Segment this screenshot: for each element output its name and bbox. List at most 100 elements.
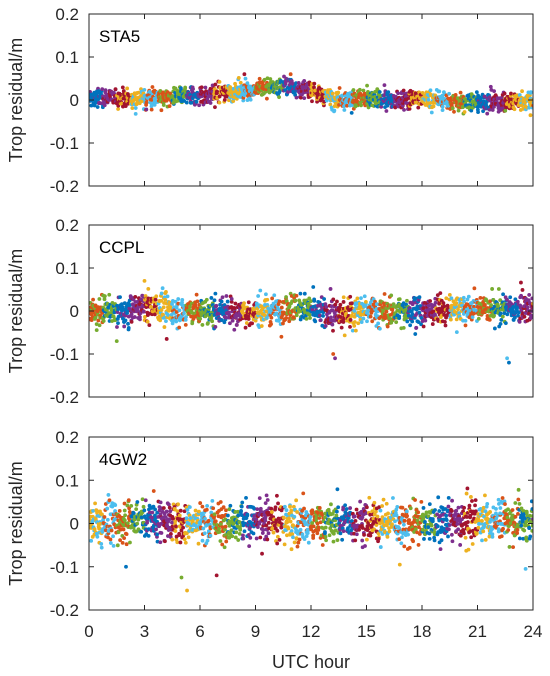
scatter-point	[385, 535, 390, 539]
scatter-point	[400, 535, 404, 540]
scatter-point	[522, 314, 527, 319]
scatter-point	[252, 506, 257, 511]
scatter-point	[417, 525, 421, 529]
scatter-point	[476, 525, 481, 530]
scatter-point	[270, 510, 274, 514]
scatter-point	[338, 302, 343, 307]
scatter-point	[363, 544, 367, 548]
scatter-point	[496, 287, 501, 291]
scatter-point	[390, 307, 395, 312]
scatter-point	[298, 527, 303, 532]
scatter-point	[458, 543, 463, 547]
scatter-point	[334, 513, 339, 518]
scatter-point	[421, 306, 426, 311]
scatter-point	[246, 300, 251, 305]
scatter-point	[314, 516, 319, 521]
scatter-point-outlier	[144, 107, 149, 112]
scatter-point	[310, 508, 315, 513]
scatter-point	[397, 526, 402, 531]
scatter-point	[382, 292, 387, 296]
scatter-point	[447, 91, 452, 96]
scatter-point	[456, 307, 460, 312]
scatter-point	[217, 529, 222, 534]
scatter-point	[160, 286, 165, 291]
scatter-point	[453, 92, 458, 97]
scatter-point	[154, 294, 159, 299]
scatter-point	[382, 83, 387, 88]
scatter-point	[158, 540, 163, 545]
scatter-point	[442, 312, 447, 317]
scatter-point	[257, 496, 262, 501]
scatter-point	[200, 538, 205, 543]
scatter-point	[474, 90, 479, 95]
scatter-point	[310, 521, 315, 525]
scatter-point	[295, 510, 299, 514]
scatter-point	[359, 296, 363, 301]
scatter-point	[163, 297, 168, 302]
scatter-point	[428, 88, 433, 93]
scatter-point	[164, 319, 168, 324]
scatter-point	[183, 85, 188, 90]
scatter-point	[245, 513, 250, 518]
scatter-point	[171, 516, 176, 521]
panel-title: CCPL	[99, 238, 144, 257]
scatter-point	[346, 516, 351, 520]
scatter-point	[213, 291, 218, 296]
scatter-point	[339, 315, 343, 319]
panel-title: STA5	[99, 27, 140, 46]
scatter-point	[447, 523, 452, 527]
scatter-point	[258, 535, 263, 540]
scatter-point	[332, 108, 337, 113]
scatter-point	[118, 527, 123, 532]
scatter-point	[490, 287, 495, 291]
scatter-point	[397, 314, 402, 319]
scatter-point	[232, 327, 237, 332]
scatter-point	[277, 537, 282, 542]
scatter-point	[373, 509, 378, 514]
scatter-point	[389, 293, 394, 298]
scatter-point	[419, 500, 424, 504]
scatter-point	[121, 527, 126, 532]
scatter-point	[324, 538, 328, 543]
scatter-point	[210, 319, 215, 324]
scatter-point	[115, 325, 119, 329]
scatter-point-outlier	[505, 356, 509, 361]
scatter-point	[528, 113, 533, 118]
scatter-point	[270, 296, 275, 301]
scatter-point	[416, 105, 421, 110]
scatter-point	[170, 520, 174, 525]
scatter-point	[229, 297, 234, 301]
scatter-point	[123, 104, 128, 109]
scatter-point	[512, 107, 517, 112]
scatter-point	[107, 292, 112, 297]
scatter-point	[292, 315, 296, 320]
scatter-point	[433, 508, 437, 512]
scatter-point	[99, 545, 104, 550]
scatter-point	[370, 319, 375, 324]
scatter-point	[359, 312, 363, 317]
scatter-point	[238, 80, 243, 85]
scatter-point	[281, 321, 285, 326]
scatter-point	[353, 519, 358, 523]
scatter-point	[470, 315, 475, 320]
scatter-point	[449, 532, 454, 537]
scatter-point	[348, 318, 353, 322]
scatter-point	[498, 322, 503, 326]
scatter-point	[375, 514, 380, 519]
scatter-point	[404, 509, 409, 514]
scatter-point	[298, 317, 303, 322]
scatter-point	[113, 87, 118, 92]
scatter-point	[281, 515, 286, 520]
scatter-point	[487, 318, 492, 322]
scatter-point	[152, 312, 157, 317]
scatter-point	[440, 104, 445, 109]
scatter-point	[288, 519, 293, 524]
scatter-point	[264, 523, 269, 528]
scatter-point	[443, 320, 447, 324]
scatter-point	[410, 525, 415, 530]
scatter-point	[279, 508, 284, 513]
scatter-point	[101, 319, 106, 323]
scatter-point	[492, 89, 496, 94]
scatter-point	[333, 302, 338, 307]
scatter-point	[164, 290, 168, 294]
